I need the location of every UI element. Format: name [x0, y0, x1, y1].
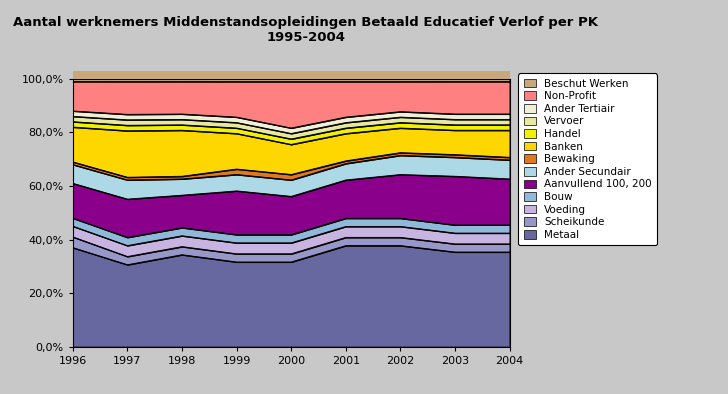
Legend: Beschut Werken, Non-Profit, Ander Tertiair, Vervoer, Handel, Banken, Bewaking, A: Beschut Werken, Non-Profit, Ander Tertia… [518, 73, 657, 245]
Text: Aantal werknemers Middenstandsopleidingen Betaald Educatief Verlof per PK
1995-2: Aantal werknemers Middenstandsopleidinge… [13, 16, 598, 44]
